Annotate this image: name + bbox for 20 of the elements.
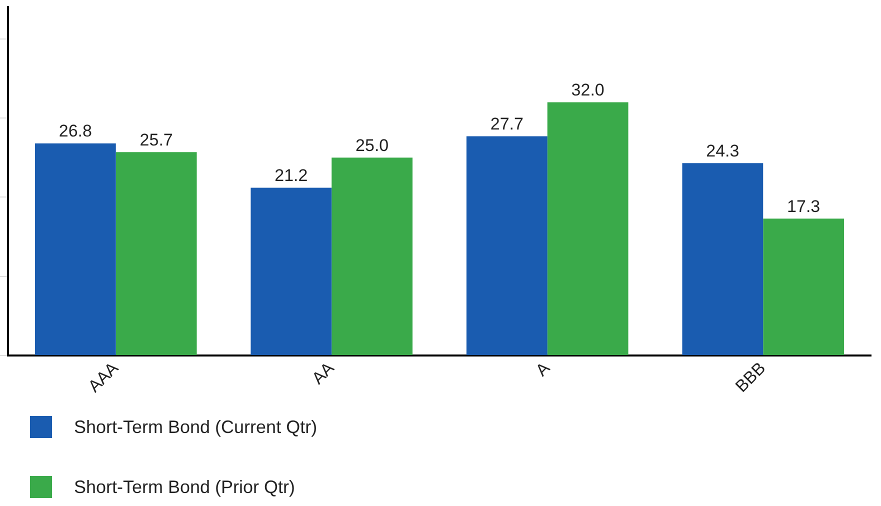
bar [250,188,332,356]
bar [34,143,116,356]
data-label: 25.0 [356,136,389,155]
data-label: 24.3 [706,141,740,160]
bar [116,152,197,356]
data-label: 25.7 [140,130,173,150]
data-label: 26.8 [58,122,92,141]
bar [763,218,844,356]
bar [332,158,413,356]
bar [682,163,764,356]
x-tick-label: AA [308,358,338,388]
data-label: 32.0 [571,80,604,100]
data-label: 17.3 [787,196,820,216]
legend-label: Short-Term Bond (Current Qtr) [74,416,318,438]
legend-label: Short-Term Bond (Prior Qtr) [74,476,296,498]
data-label: 27.7 [490,114,524,134]
bar [547,102,628,356]
bar [466,136,548,356]
x-tick-label: A [532,358,554,380]
data-label: 21.2 [274,166,308,185]
